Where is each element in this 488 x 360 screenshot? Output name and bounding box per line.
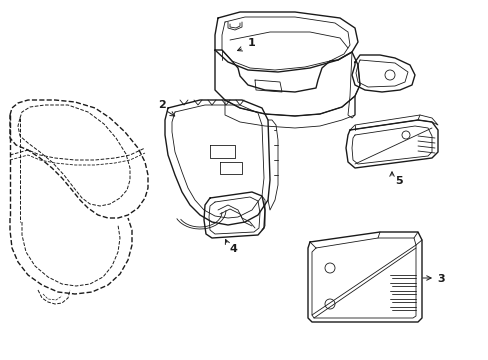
Text: 2: 2 — [158, 100, 165, 110]
Text: 3: 3 — [436, 274, 444, 284]
Text: 1: 1 — [247, 38, 255, 48]
Text: 4: 4 — [229, 244, 237, 254]
Text: 5: 5 — [394, 176, 402, 186]
